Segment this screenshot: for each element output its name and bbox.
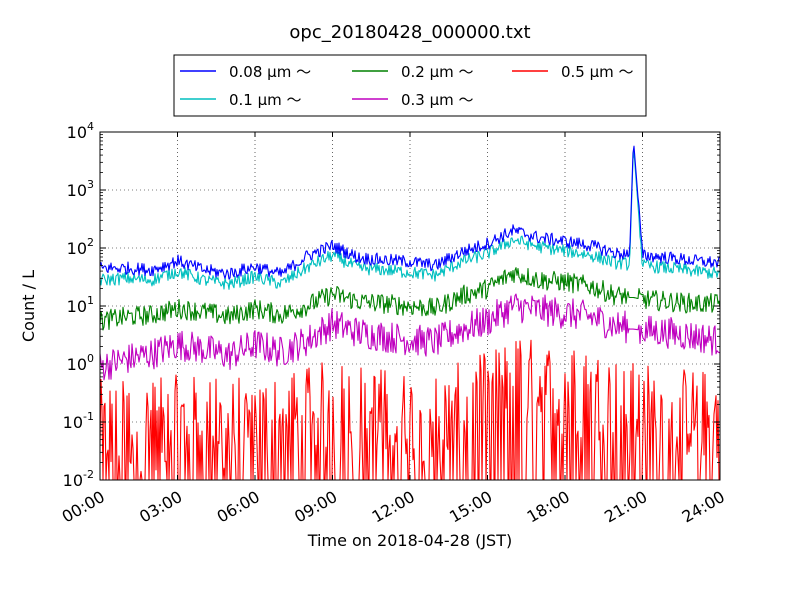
y-tick-label: 103 [67, 178, 94, 200]
x-tick-label: 12:00 [369, 487, 418, 527]
series-line [100, 145, 720, 280]
y-axis-label: Count / L [19, 270, 38, 342]
series-line [100, 267, 720, 331]
y-tick-exponent: -1 [83, 410, 94, 423]
legend-label: 0.3 μm ～ [401, 91, 474, 109]
x-tick-label: 09:00 [291, 487, 340, 527]
series-layer [100, 145, 720, 480]
y-tick-label: 102 [67, 236, 94, 258]
y-tick-label: 100 [67, 352, 94, 374]
x-tick-label: 18:00 [524, 487, 573, 527]
chart-title: opc_20180428_000000.txt [289, 22, 530, 43]
legend-frame [173, 54, 647, 117]
y-tick-label: 10-1 [63, 410, 94, 432]
y-tick-label: 104 [67, 120, 94, 142]
x-tick-label: 15:00 [446, 487, 495, 527]
x-tick-label: 06:00 [214, 487, 263, 527]
y-tick-exponent: -2 [83, 468, 94, 481]
x-tick-label: 03:00 [136, 487, 185, 527]
legend-label: 0.1 μm ～ [229, 91, 302, 109]
y-tick-exponent: 0 [87, 352, 94, 365]
legend: 0.08 μm ～ 0.1 μm ～ 0.2 μm ～ 0.3 μm ～ 0.5 μm … [173, 54, 647, 117]
y-tick-exponent: 2 [87, 236, 94, 249]
x-tick-label: 24:00 [679, 487, 728, 527]
x-axis-label: Time on 2018-04-28 (JST) [307, 531, 512, 550]
series-line [100, 293, 720, 381]
y-tick-exponent: 4 [87, 120, 94, 133]
series-line [100, 339, 720, 480]
legend-label: 0.08 μm ～ [229, 63, 311, 81]
x-tick-label: 00:00 [59, 487, 108, 527]
y-tick-exponent: 3 [87, 178, 94, 191]
y-tick-label: 10-2 [63, 468, 94, 490]
legend-label: 0.5 μm ～ [561, 63, 634, 81]
y-tick-label: 101 [67, 294, 94, 316]
legend-label: 0.2 μm ～ [401, 63, 474, 81]
series-line [100, 151, 720, 290]
y-tick-exponent: 1 [87, 294, 94, 307]
x-tick-label: 21:00 [601, 487, 650, 527]
